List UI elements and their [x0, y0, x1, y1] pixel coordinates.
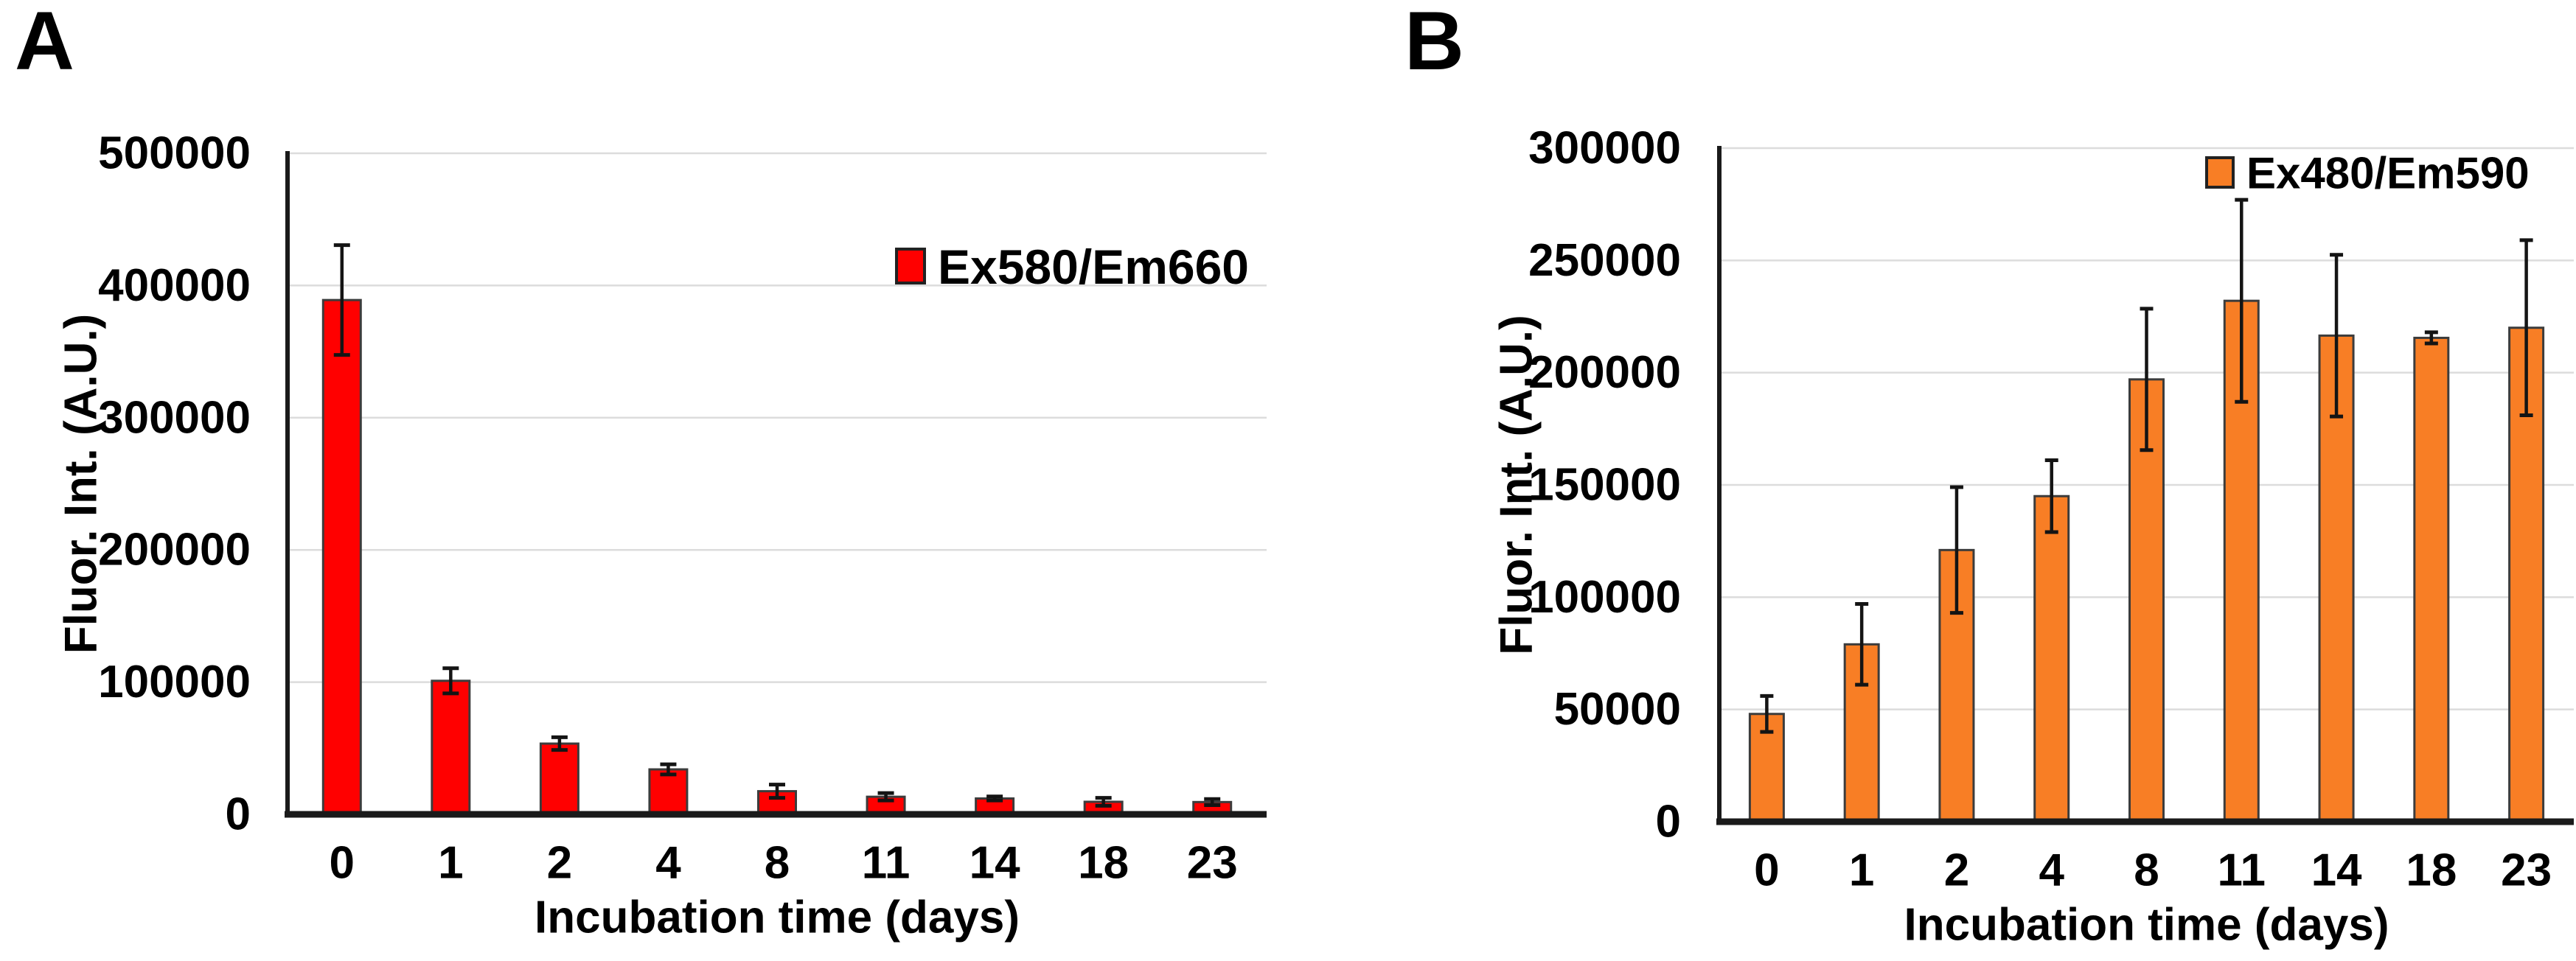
panel-b-x-axis-title: Incubation time (days) — [1904, 900, 2389, 951]
panel-b-y-axis-title: Fluor. Int. (A.U.) — [1491, 315, 1542, 655]
panel-a-xtick-label-8: 8 — [765, 838, 790, 889]
panel-b-legend: Ex480/Em590 — [2205, 149, 2530, 198]
panel-a-bar-day-2 — [539, 742, 579, 816]
panel-a-legend: Ex580/Em660 — [895, 240, 1249, 294]
panel-a-xtick-label-1: 1 — [438, 838, 463, 889]
panel-a-xtick-label-4: 4 — [655, 838, 681, 889]
panel-b-legend-label: Ex480/Em590 — [2246, 149, 2530, 198]
panel-b-ytick-label-150000: 150000 — [1528, 460, 1681, 511]
panel-a-legend-label: Ex580/Em660 — [938, 240, 1249, 294]
panel-a-error-bar-day-23 — [1204, 797, 1221, 807]
chart-a-fluorescence-decay: 0 100000 200000 300000 400000 500000 0 1 2 4 8 11 14… — [56, 128, 1267, 943]
panel-b-xtick-label-2: 2 — [1944, 845, 1969, 896]
panel-a-ytick-label-200000: 200000 — [98, 525, 251, 576]
panel-b-xtick-label-18: 18 — [2406, 845, 2457, 896]
panel-a-bar-day-1 — [431, 679, 471, 816]
panel-b-bar-day-4 — [2033, 495, 2070, 823]
panel-b-error-bar-day-11 — [2235, 198, 2249, 404]
panel-a-error-bar-day-8 — [769, 783, 785, 800]
panel-a-error-bar-day-18 — [1095, 796, 1112, 808]
panel-b-error-bar-day-4 — [2044, 458, 2058, 534]
panel-b-error-bar-day-14 — [2330, 253, 2344, 419]
panel-b-error-bar-day-1 — [1855, 601, 1869, 687]
panel-a-ytick-label-500000: 500000 — [98, 128, 251, 179]
panel-b-xtick-label-0: 0 — [1754, 845, 1779, 896]
panel-a-xtick-label-18: 18 — [1078, 838, 1129, 889]
chart-b-fluorescence-rise: 0 50000 100000 150000 200000 250000 300000 0 1 2 4… — [1491, 123, 2574, 951]
panel-a-xtick-label-11: 11 — [862, 838, 911, 889]
panel-b-ytick-label-300000: 300000 — [1528, 123, 1681, 174]
panel-b-error-bar-day-8 — [2140, 307, 2154, 452]
panel-b: B 0 50000 100000 150000 200000 250000 300000 0 1… — [1288, 0, 2576, 961]
panel-b-ytick-label-100000: 100000 — [1528, 572, 1681, 623]
panel-b-xtick-label-1: 1 — [1849, 845, 1874, 896]
panel-b-error-bar-day-2 — [1949, 485, 1963, 615]
panel-b-error-bar-day-0 — [1760, 693, 1774, 734]
panel-b-xtick-label-8: 8 — [2134, 845, 2159, 896]
panel-b-xtick-label-4: 4 — [2039, 845, 2064, 896]
panel-a: A 0 100000 200000 300000 400000 500000 0 1 2 4 8 11… — [15, 0, 1267, 943]
panel-a-xtick-label-0: 0 — [330, 838, 355, 889]
panel-a-error-bar-day-2 — [551, 735, 568, 752]
panel-a-error-bar-day-11 — [877, 791, 894, 803]
panel-a-y-axis-title: Fluor. Int. (A.U.) — [56, 314, 107, 654]
panel-b-legend-swatch — [2205, 156, 2235, 189]
panel-b-error-bar-day-18 — [2424, 330, 2438, 346]
panel-a-letter: A — [15, 0, 74, 87]
panel-a-xtick-label-23: 23 — [1187, 838, 1238, 889]
panel-a-ytick-label-100000: 100000 — [98, 657, 251, 707]
panel-a-error-bar-day-0 — [333, 243, 350, 357]
panel-b-xtick-label-14: 14 — [2311, 845, 2362, 896]
panel-b-error-bar-day-23 — [2519, 238, 2533, 418]
panel-a-ytick-label-0: 0 — [226, 789, 251, 840]
panel-b-bar-day-18 — [2413, 336, 2450, 823]
panel-a-x-axis-title: Incubation time (days) — [535, 892, 1020, 943]
panel-b-ytick-label-250000: 250000 — [1528, 235, 1681, 286]
panel-a-error-bar-day-1 — [442, 666, 459, 696]
panel-b-ytick-label-200000: 200000 — [1528, 347, 1681, 398]
panel-a-ytick-label-400000: 400000 — [98, 260, 251, 311]
panel-b-xtick-label-11: 11 — [2218, 845, 2266, 896]
panel-a-ytick-label-300000: 300000 — [98, 392, 251, 443]
panel-a-error-bar-day-14 — [986, 794, 1003, 803]
panel-a-xtick-label-14: 14 — [970, 838, 1020, 889]
panel-b-bar-day-8 — [2128, 378, 2165, 823]
panel-a-legend-swatch — [895, 248, 926, 284]
panel-a-xtick-label-2: 2 — [547, 838, 572, 889]
panel-b-ytick-label-0: 0 — [1656, 797, 1681, 848]
panel-b-letter: B — [1404, 0, 1464, 87]
panel-a-error-bar-day-4 — [660, 762, 677, 777]
panel-b-ytick-label-50000: 50000 — [1554, 684, 1681, 735]
panel-a-bar-day-0 — [321, 298, 362, 816]
panel-b-xtick-label-23: 23 — [2501, 845, 2552, 896]
